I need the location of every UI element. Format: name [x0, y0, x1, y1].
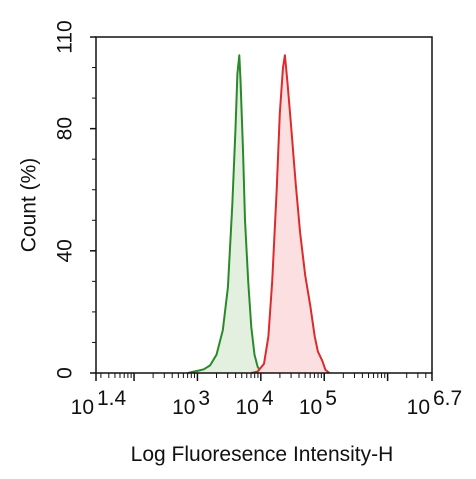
series-2-line	[251, 54, 330, 374]
x-tick-exponent: 3	[198, 387, 210, 410]
x-tick-label: 10	[172, 396, 195, 419]
x-tick-exponent: 5	[325, 387, 337, 410]
axes-layer	[90, 36, 433, 381]
x-tick-exponent: 4	[262, 387, 274, 410]
y-tick-label: 110	[54, 20, 77, 53]
x-tick-exponent: 6.7	[433, 387, 462, 410]
x-tick-label: 10	[71, 396, 94, 419]
series-layer	[187, 54, 330, 374]
series-2-area	[251, 55, 330, 374]
plot-frame	[95, 36, 433, 374]
x-tick-label: 10	[299, 396, 322, 419]
y-tick-label: 0	[54, 367, 77, 379]
series-1-area	[187, 55, 264, 374]
x-tick-exponent: 1.4	[97, 387, 127, 410]
x-tick-label: 10	[407, 396, 430, 419]
y-tick-label: 80	[54, 117, 77, 140]
y-tick-label: 40	[54, 239, 77, 262]
x-tick-label: 10	[235, 396, 258, 419]
y-axis-title: Count (%)	[18, 158, 41, 253]
x-axis-title: Log Fluoresence Intensity-H	[131, 443, 394, 466]
series-1-line	[187, 54, 265, 374]
